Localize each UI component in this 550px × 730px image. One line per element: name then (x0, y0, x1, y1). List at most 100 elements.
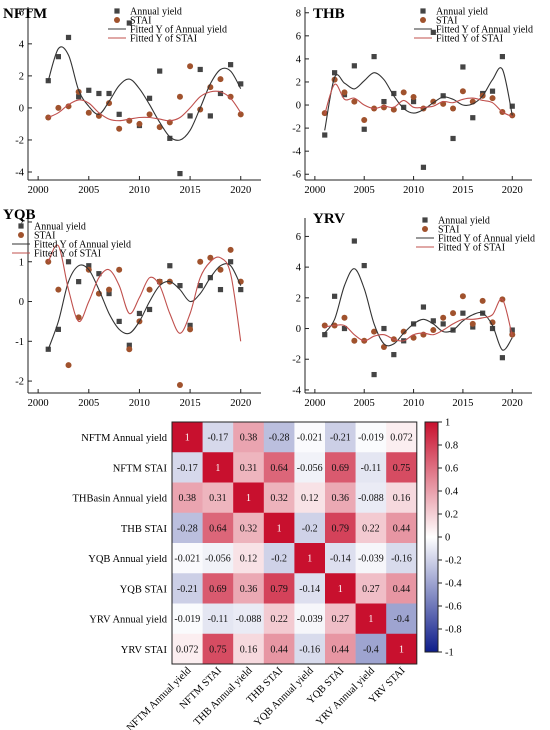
legend-circle-swatch (18, 232, 24, 238)
data-point (401, 104, 407, 110)
heatmap-cell-label: -0.14 (299, 584, 320, 595)
data-point (126, 20, 132, 26)
heatmap-cell-label: -0.28 (269, 433, 290, 444)
heatmap-cell (355, 603, 387, 635)
data-point (489, 88, 496, 94)
heatmap-cell (233, 573, 265, 604)
heatmap-cell-label: -0.21 (330, 433, 351, 444)
data-point (187, 326, 194, 333)
data-point (187, 113, 193, 119)
data-point (460, 64, 466, 70)
x-tick-label: 2015 (180, 185, 201, 196)
data-point (177, 283, 183, 289)
heatmap-cell-label: 1 (307, 554, 312, 565)
data-point (116, 266, 123, 273)
heatmap-cell-label: -0.088 (358, 493, 384, 504)
y-tick-label: 0 (19, 103, 24, 114)
data-point (177, 170, 183, 177)
colorbar: 1 0.8 0.6 0.4 0.2 0 -0.2 -0.4 -0.6 -0.8 -1 (424, 418, 462, 659)
data-point (55, 326, 61, 332)
legend-label: Fitted Y of Annual yield (34, 240, 131, 251)
data-point (381, 325, 387, 332)
colorbar-tick-label: 0.4 (445, 487, 459, 498)
y-tick-label: 6 (296, 232, 301, 243)
x-tick-label: 2015 (452, 398, 473, 409)
legend-circle-swatch (420, 17, 426, 23)
y-tick-label: 8 (296, 8, 301, 19)
data-point (217, 90, 224, 97)
heatmap-cell-label: -0.4 (394, 614, 410, 625)
x-tick-label: 2000 (28, 185, 49, 196)
heatmap-cells: 1 -0.17 0.38 -0.28 -0.021 -0.21 -0.019 0.072-0.… (172, 422, 418, 665)
heatmap-cell (263, 512, 295, 544)
data-point (371, 328, 378, 335)
heatmap-cell-label: 0.16 (240, 644, 258, 655)
data-point (146, 111, 153, 118)
data-point (459, 88, 466, 95)
data-point (499, 53, 505, 60)
heatmap-cell (202, 573, 234, 604)
data-point (351, 98, 358, 105)
data-point (440, 321, 446, 327)
data-point (197, 258, 204, 265)
data-point (157, 68, 163, 74)
heatmap-cell-label: 0.22 (270, 614, 288, 625)
heatmap-row-label: YQB Annual yield (88, 554, 167, 565)
heatmap-cell (263, 422, 295, 453)
heatmap-cell (263, 603, 295, 635)
data-point (106, 290, 112, 297)
panel-title: YQB (3, 207, 36, 223)
heatmap-cell (325, 482, 356, 514)
data-point (450, 310, 457, 317)
series-line (48, 90, 242, 122)
data-point (96, 90, 102, 97)
panel-title: NFTM (3, 6, 47, 22)
heatmap-cell-label: -0.019 (174, 614, 200, 625)
heatmap-cell (172, 482, 203, 514)
legend-label: Fitted Y of Annual yield (130, 25, 227, 36)
x-tick-label: 2010 (129, 398, 150, 409)
data-point (361, 262, 367, 269)
heatmap-cell-label: 0.31 (209, 493, 227, 504)
heatmap-cell (233, 482, 265, 514)
data-point (126, 342, 132, 348)
data-point (332, 293, 338, 299)
series-fitted-y-of-stai (324, 298, 513, 342)
heatmap-cell (202, 482, 234, 514)
data-point (420, 304, 427, 310)
heatmap-cell (386, 633, 418, 665)
data-point (351, 337, 358, 344)
colorbar-tick-label: -1 (445, 648, 454, 659)
data-point (371, 371, 377, 378)
y-tick-label: -4 (292, 385, 301, 396)
data-point (238, 286, 244, 293)
heatmap-cell (325, 573, 356, 604)
heatmap-row-label: NFTM STAI (113, 463, 168, 474)
heatmap-cell (386, 573, 418, 604)
x-tick-label: 2010 (129, 185, 150, 196)
colorbar-tick-label: -0.4 (445, 579, 462, 590)
x-tick-label: 2000 (28, 398, 49, 409)
data-point (76, 94, 82, 100)
heatmap-cell (202, 452, 234, 483)
series-stai (45, 63, 244, 132)
data-point (361, 117, 368, 124)
x-tick-label: 2005 (354, 185, 375, 196)
y-tick-label: 2 (296, 77, 301, 88)
legend-square-swatch (420, 8, 426, 14)
series-line (324, 83, 513, 118)
data-point (390, 106, 397, 113)
data-point (351, 238, 357, 244)
x-tick-label: 2020 (502, 398, 523, 409)
data-point (167, 263, 173, 269)
data-point (341, 314, 348, 321)
data-point (509, 112, 516, 119)
x-tick-label: 2020 (230, 398, 251, 409)
heatmap-cell (202, 543, 234, 574)
heatmap-cell-label: 1 (215, 463, 220, 474)
heatmap-cell-label: 0.22 (362, 523, 380, 534)
data-point (136, 120, 143, 127)
heatmap-cell (294, 422, 326, 453)
data-point (65, 34, 72, 41)
